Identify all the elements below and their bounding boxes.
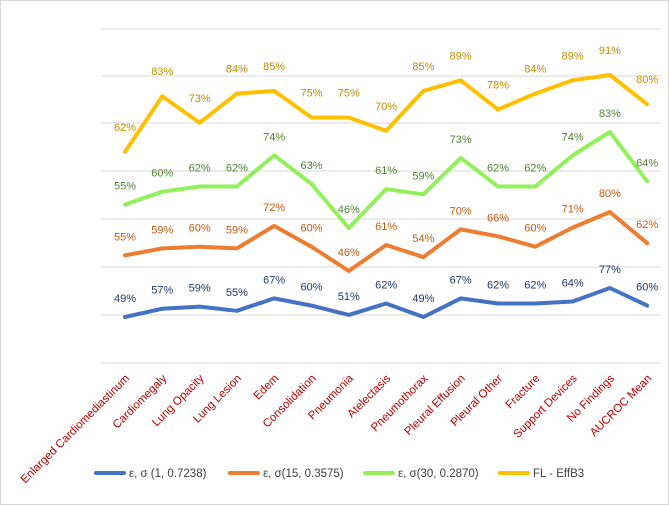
- series-line-2: [123, 210, 650, 273]
- data-label-series4-14: 80%: [636, 74, 658, 86]
- data-label-series4-7: 70%: [375, 101, 397, 113]
- x-tick-label-12: Support Devices: [512, 372, 580, 440]
- data-label-series2-13: 80%: [599, 188, 621, 200]
- series-line-3: [123, 130, 650, 230]
- data-label-series4-6: 75%: [338, 88, 360, 100]
- data-label-series2-3: 59%: [226, 224, 248, 236]
- data-label-series4-0: 62%: [114, 122, 136, 134]
- data-label-series1-0: 49%: [114, 293, 136, 305]
- data-label-series3-11: 62%: [524, 163, 546, 175]
- data-label-series1-8: 49%: [412, 293, 434, 305]
- data-label-series1-14: 60%: [636, 282, 658, 294]
- data-label-series2-5: 60%: [300, 223, 322, 235]
- data-label-series1-3: 55%: [226, 287, 248, 299]
- data-label-series2-2: 60%: [189, 223, 211, 235]
- data-label-series3-8: 59%: [412, 170, 434, 182]
- data-label-series4-10: 78%: [487, 80, 509, 92]
- data-label-series3-6: 46%: [338, 204, 360, 216]
- data-label-series1-10: 62%: [487, 280, 509, 292]
- data-label-series2-6: 46%: [338, 247, 360, 259]
- data-label-series3-4: 74%: [263, 131, 285, 143]
- data-label-series4-2: 73%: [189, 93, 211, 105]
- data-label-series1-11: 62%: [524, 280, 546, 292]
- legend-label-4: FL - EffB3: [533, 468, 584, 480]
- legend: ε, σ (1, 0.7238) ε, σ(15, 0.3575) ε, σ(30,…: [94, 468, 584, 480]
- data-label-series2-12: 71%: [562, 204, 584, 216]
- data-label-series2-4: 72%: [263, 202, 285, 214]
- x-tick-label-11: Fracture: [504, 373, 543, 412]
- data-labels: 49% 57% 59% 55% 67% 60% 51% 62% 49% 67% 62% 62% 64% 7…: [114, 45, 658, 305]
- data-label-series1-4: 67%: [263, 274, 285, 286]
- gridlines: [101, 28, 661, 364]
- data-label-series3-9: 73%: [450, 134, 472, 146]
- data-label-series3-14: 64%: [636, 157, 658, 169]
- data-label-series4-12: 89%: [562, 50, 584, 62]
- x-tick-label-0: Enlarged Cardiomediastinum: [19, 373, 132, 486]
- series-line-4: [123, 73, 650, 154]
- data-label-series4-4: 85%: [263, 61, 285, 73]
- data-label-series2-10: 66%: [487, 212, 509, 224]
- data-label-series1-12: 64%: [562, 278, 584, 290]
- data-label-series2-7: 61%: [375, 221, 397, 233]
- data-label-series3-7: 61%: [375, 165, 397, 177]
- data-label-series2-0: 55%: [114, 231, 136, 243]
- data-label-series3-10: 62%: [487, 163, 509, 175]
- x-tick-label-4: Edem: [252, 373, 282, 403]
- series-lines: [123, 73, 650, 319]
- data-label-series3-13: 83%: [599, 108, 621, 120]
- data-label-series1-2: 59%: [189, 283, 211, 295]
- data-label-series1-13: 77%: [599, 264, 621, 276]
- data-label-series1-9: 67%: [450, 274, 472, 286]
- data-label-series3-2: 62%: [189, 163, 211, 175]
- data-label-series4-5: 75%: [300, 88, 322, 100]
- legend-label-2: ε, σ(15, 0.3575): [263, 468, 344, 480]
- data-label-series2-11: 60%: [524, 223, 546, 235]
- series-line-1: [123, 286, 650, 319]
- data-label-series3-0: 55%: [114, 181, 136, 193]
- data-label-series4-8: 85%: [412, 61, 434, 73]
- data-label-series1-1: 57%: [151, 285, 173, 297]
- data-label-series4-9: 89%: [450, 50, 472, 62]
- data-label-series4-11: 84%: [524, 64, 546, 76]
- legend-label-1: ε, σ (1, 0.7238): [129, 468, 207, 480]
- data-label-series4-13: 91%: [599, 45, 621, 57]
- data-label-series3-1: 60%: [151, 168, 173, 180]
- data-label-series2-14: 62%: [636, 219, 658, 231]
- data-label-series3-12: 74%: [562, 131, 584, 143]
- data-label-series3-3: 62%: [226, 163, 248, 175]
- data-label-series4-1: 83%: [151, 66, 173, 78]
- data-label-series2-8: 54%: [412, 233, 434, 245]
- data-label-series1-6: 51%: [338, 291, 360, 303]
- data-label-series4-3: 84%: [226, 64, 248, 76]
- data-label-series2-9: 70%: [450, 205, 472, 217]
- data-label-series3-5: 63%: [300, 160, 322, 172]
- legend-label-3: ε, σ(30, 0.2870): [398, 468, 479, 480]
- data-label-series2-1: 59%: [151, 224, 173, 236]
- data-label-series1-5: 60%: [300, 282, 322, 294]
- data-label-series1-7: 62%: [375, 280, 397, 292]
